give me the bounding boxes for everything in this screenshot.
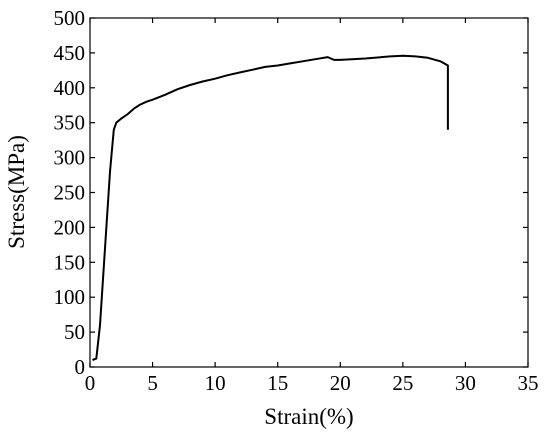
y-axis: 0 50 100 150 200 250 300 350 400 450 500 [54,6,529,379]
x-axis-title: Strain(%) [264,404,353,429]
plot-frame [90,18,528,367]
x-tick-label: 20 [330,371,351,395]
x-axis: 0 5 10 15 20 25 30 35 [85,18,539,395]
y-tick-label: 400 [54,76,86,100]
y-axis-title: Stress(MPa) [4,135,29,249]
y-tick-label: 200 [54,215,86,239]
y-tick-label: 0 [75,355,86,379]
x-tick-label: 35 [518,371,539,395]
y-tick-label: 250 [54,181,86,205]
series-line [93,56,448,360]
y-tick-label: 300 [54,146,86,170]
x-tick-label: 10 [205,371,226,395]
y-tick-label: 500 [54,6,86,30]
x-tick-label: 5 [147,371,158,395]
x-tick-label: 15 [267,371,288,395]
y-tick-label: 450 [54,41,86,65]
y-tick-label: 100 [54,285,86,309]
x-tick-label: 30 [455,371,476,395]
y-tick-label: 50 [64,320,85,344]
y-tick-label: 350 [54,111,86,135]
y-tick-label: 150 [54,250,86,274]
x-tick-label: 25 [392,371,413,395]
x-tick-label: 0 [85,371,96,395]
